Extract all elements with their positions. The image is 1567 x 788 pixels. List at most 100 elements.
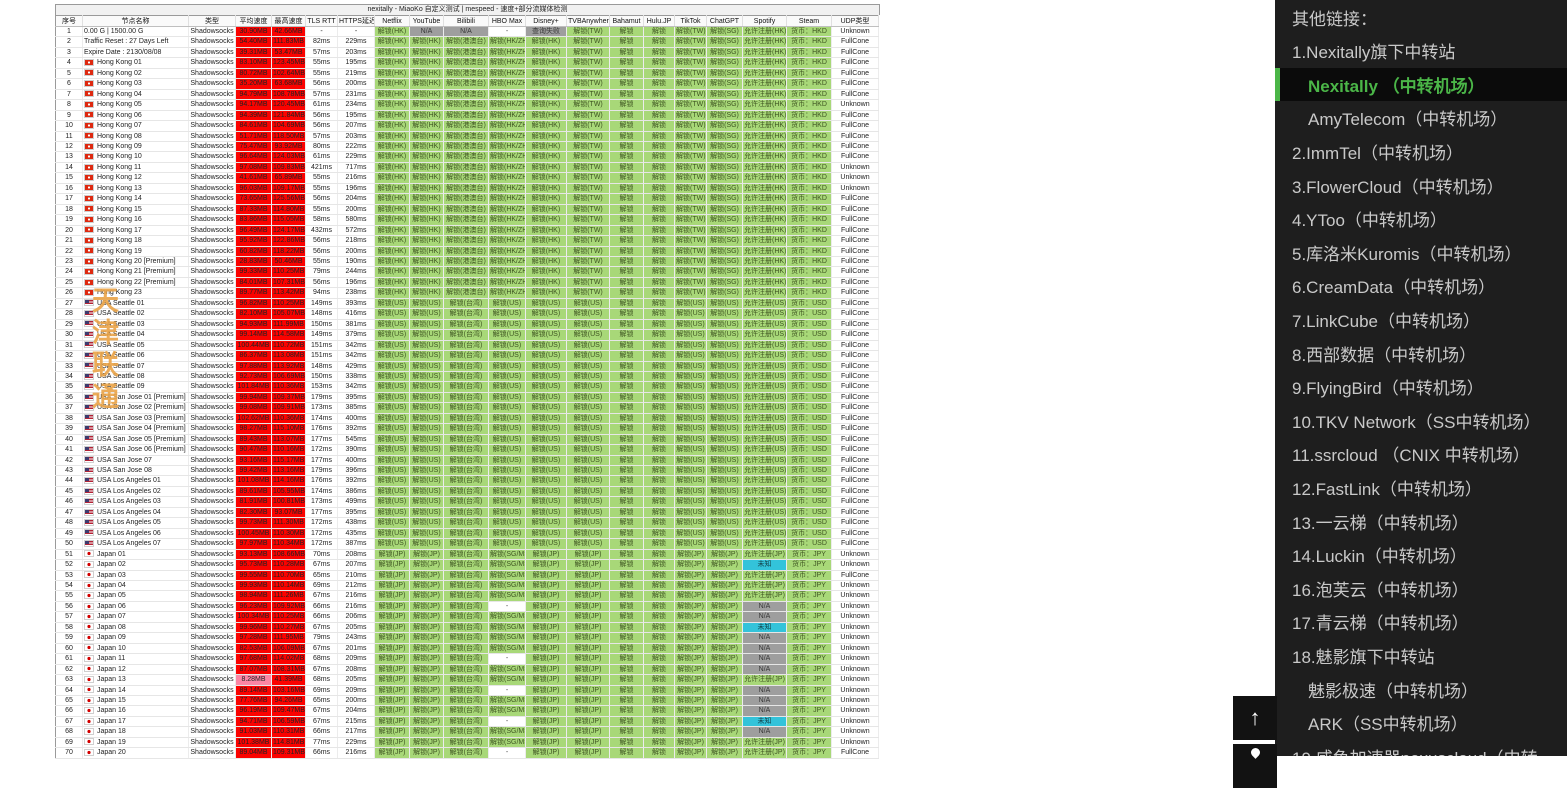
cell-steam: 货币：USD <box>786 423 832 435</box>
scroll-top-button[interactable]: ↑ <box>1233 696 1277 740</box>
cell-tvbanywhere: 解锁(JP) <box>566 674 610 686</box>
us-flag-icon <box>84 529 94 537</box>
sidebar-item[interactable]: AmyTelecom（中转机场） <box>1308 110 1508 130</box>
cell-bilibili: 解锁(台湾) <box>443 340 489 352</box>
hk-flag-icon <box>84 174 94 181</box>
cell-avg-speed: 97.88MB <box>235 361 272 372</box>
cell-bahamut: 解锁 <box>609 496 644 508</box>
cell-steam: 货币：HKD <box>786 57 832 69</box>
cell-bilibili: 解锁(台湾) <box>443 308 489 320</box>
sidebar-item[interactable]: 3.FlowerCloud（中转机场） <box>1292 177 1504 197</box>
sidebar-item[interactable]: 16.泡芙云（中转机场） <box>1292 580 1469 600</box>
sidebar-item[interactable]: 1.Nexitally旗下中转站 <box>1292 43 1456 63</box>
cell-steam: 货币：HKD <box>786 246 832 257</box>
cell-spotify: N/A <box>742 685 787 697</box>
cell-bahamut: 解锁 <box>609 392 644 404</box>
cell-tiktok: 解锁(JP) <box>674 601 707 613</box>
sidebar-item[interactable]: 魅影极速（中转机场） <box>1308 681 1478 701</box>
cell-tvbanywhere: 解锁(TW) <box>566 26 610 38</box>
cell-udp-type: FullCone <box>831 89 879 101</box>
sidebar-item[interactable]: 14.Luckin（中转机场） <box>1292 547 1467 567</box>
cell-youtube: 解锁(HK) <box>409 141 444 153</box>
cell-tvbanywhere: 解锁(TW) <box>566 214 610 226</box>
sidebar-item[interactable]: 19.咸鱼加速器nexuscloud（中转… <box>1275 739 1567 756</box>
cell-steam: 货币：JPY <box>786 570 832 582</box>
cell-youtube: 解锁(HK) <box>409 246 444 257</box>
hk-flag-icon <box>84 142 94 150</box>
cell-node-name: USA San Jose 03 [Premium] <box>82 413 189 425</box>
cell-hbo-max: 解锁(HK/ZH) <box>488 193 526 205</box>
cell-bahamut: 解锁 <box>609 695 644 707</box>
sidebar-item[interactable]: 5.库洛米Kuromis（中转机场） <box>1292 244 1522 264</box>
cell-hbo-max: 解锁(HK/ZH) <box>488 141 526 153</box>
cell-bilibili: 解锁(港澳台) <box>443 287 489 299</box>
cell-disney-plus: 解锁(HK) <box>525 193 567 205</box>
column-header-20: UDP类型 <box>831 15 879 27</box>
cell-netflix: 解锁(JP) <box>374 643 410 655</box>
sidebar-item[interactable]: 18.魅影旗下中转站 <box>1292 647 1435 667</box>
cell-tvbanywhere: 解锁(JP) <box>566 549 610 561</box>
cell-tls-rtt: 57ms <box>305 89 338 101</box>
sidebar-item[interactable]: 11.ssrcloud （CNIX 中转机场） <box>1292 446 1530 466</box>
cell-hbo-max: 解锁(US) <box>488 455 526 467</box>
cell-max-speed: 111.26MB <box>271 590 306 602</box>
cell-max-speed: 110.72MB <box>271 340 306 352</box>
table-row: 53 Japan 03 Shadowsocks 99.55MB 110.70MB 65ms… <box>55 570 879 582</box>
cell-hbo-max: 解锁(US) <box>488 340 526 352</box>
hk-flag-icon <box>84 69 94 77</box>
cell-node-name: Japan 14 <box>82 685 189 697</box>
cell-index: 3 <box>55 47 83 59</box>
pin-button[interactable] <box>1233 744 1277 788</box>
cell-https-latency: 231ms <box>337 89 375 101</box>
cell-steam: 货币：HKD <box>786 277 832 289</box>
cell-tvbanywhere: 解锁(US) <box>566 528 610 540</box>
cell-https-latency: 342ms <box>337 340 375 352</box>
cell-bilibili: 解锁(台湾) <box>443 413 489 425</box>
cell-bahamut: 解锁 <box>609 381 644 393</box>
sidebar-item[interactable]: 2.ImmTel（中转机场） <box>1292 144 1463 164</box>
table-row: 5 Hong Kong 02 Shadowsocks 80.72MB 102.64MB 5… <box>55 68 879 80</box>
cell-hbo-max: 解锁(HK/ZH) <box>488 235 526 247</box>
cell-disney-plus: 解锁(US) <box>525 434 567 446</box>
cell-bahamut: 解锁 <box>609 308 644 320</box>
sidebar-item[interactable]: 6.CreamData（中转机场） <box>1292 278 1496 298</box>
sidebar-item[interactable]: 13.一云梯（中转机场） <box>1292 513 1469 533</box>
sidebar-item[interactable]: 4.YToo（中转机场） <box>1292 211 1447 231</box>
sidebar-item[interactable]: 12.FastLink（中转机场） <box>1292 480 1482 500</box>
cell-max-speed: 109.47MB <box>271 705 306 717</box>
cell-tvbanywhere: 解锁(US) <box>566 392 610 404</box>
cell-tiktok: 解锁(JP) <box>674 559 707 571</box>
cell-hulu-jp: 解锁 <box>643 287 675 299</box>
cell-steam: 货币：HKD <box>786 214 832 226</box>
cell-chatgpt: 解锁(US) <box>706 340 743 352</box>
cell-steam: 货币：HKD <box>786 78 832 90</box>
cell-netflix: 解锁(JP) <box>374 653 410 665</box>
sidebar-item[interactable]: ARK（SS中转机场） <box>1308 715 1468 735</box>
cell-hbo-max: 解锁(US) <box>488 475 526 487</box>
cell-udp-type: Unknown <box>831 685 879 697</box>
cell-max-speed: 110.16MB <box>271 444 306 456</box>
cell-tiktok: 解锁(US) <box>674 528 707 540</box>
sidebar-item[interactable]: 17.青云梯（中转机场） <box>1292 614 1469 634</box>
cell-spotify: N/A <box>742 601 787 613</box>
cell-chatgpt: 解锁(JP) <box>706 737 743 749</box>
cell-hulu-jp: 解锁 <box>643 455 675 467</box>
cell-max-speed: 102.64MB <box>271 68 306 80</box>
cell-spotify: 允许注册(US) <box>742 361 787 372</box>
cell-spotify: 允许注册(US) <box>742 413 787 425</box>
cell-youtube: 解锁(US) <box>409 381 444 393</box>
cell-udp-type: Unknown <box>831 705 879 717</box>
sidebar-item[interactable]: 10.TKV Network（SS中转机场） <box>1292 412 1541 432</box>
cell-udp-type: FullCone <box>831 131 879 143</box>
sidebar-item[interactable]: 9.FlyingBird（中转机场） <box>1292 379 1484 399</box>
table-row: 1 0.00 G | 1500.00 G Shadowsocks 30.90MB 42.… <box>55 26 879 38</box>
column-header-5: 最高速度 <box>271 15 306 27</box>
cell-tiktok: 解锁(TW) <box>674 266 707 278</box>
cell-tvbanywhere: 解锁(JP) <box>566 737 610 749</box>
sidebar-item[interactable]: 7.LinkCube（中转机场） <box>1292 312 1481 332</box>
cell-netflix: 解锁(JP) <box>374 664 410 676</box>
sidebar-item[interactable]: Nexitally （中转机场） <box>1275 67 1567 102</box>
sidebar-item[interactable]: 8.西部数据（中转机场） <box>1292 345 1477 365</box>
cell-steam: 货币：HKD <box>786 47 832 59</box>
cell-bilibili: 解锁(港澳台) <box>443 193 489 205</box>
